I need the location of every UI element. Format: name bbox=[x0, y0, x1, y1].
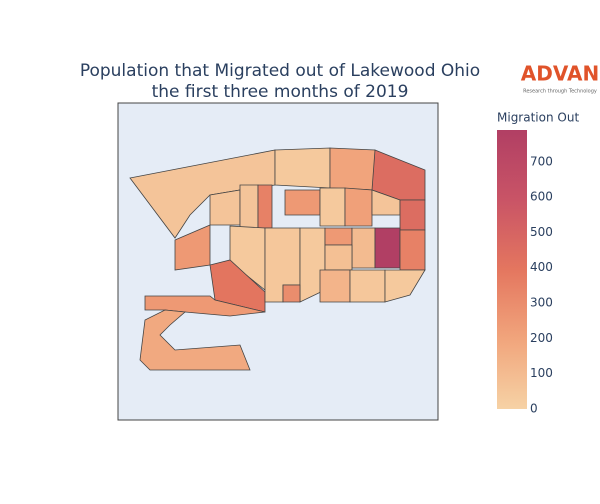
chart-title: Population that Migrated out of Lakewood… bbox=[80, 61, 480, 81]
region bbox=[399, 199, 426, 231]
region bbox=[319, 269, 351, 303]
region bbox=[257, 184, 273, 229]
region bbox=[324, 227, 353, 246]
colorbar-tick-label: 600 bbox=[530, 190, 553, 204]
region bbox=[274, 147, 331, 189]
colorbar-tick-label: 200 bbox=[530, 331, 553, 345]
region bbox=[351, 227, 376, 269]
region bbox=[374, 227, 401, 269]
colorbar-tick-label: 300 bbox=[530, 296, 553, 310]
logo: ADVAN bbox=[521, 62, 599, 86]
region bbox=[239, 184, 259, 229]
region bbox=[319, 187, 346, 227]
region bbox=[384, 269, 426, 303]
colorbar-tick-label: 400 bbox=[530, 260, 553, 274]
region bbox=[399, 229, 426, 271]
region bbox=[139, 309, 251, 371]
colorbar-tick-label: 100 bbox=[530, 366, 553, 380]
region bbox=[329, 147, 376, 191]
region bbox=[324, 244, 353, 271]
colorbar-title: Migration Out bbox=[497, 111, 579, 125]
colorbar bbox=[497, 130, 527, 409]
logo-tagline: Research through Technology bbox=[523, 89, 597, 95]
chart-title: the first three months of 2019 bbox=[152, 82, 409, 102]
region bbox=[284, 189, 321, 216]
region bbox=[282, 284, 301, 303]
region bbox=[209, 189, 241, 226]
colorbar-tick-label: 500 bbox=[530, 225, 553, 239]
region bbox=[349, 269, 386, 303]
colorbar-tick-label: 0 bbox=[530, 402, 538, 416]
region bbox=[344, 187, 373, 227]
colorbar-tick-label: 700 bbox=[530, 154, 553, 168]
